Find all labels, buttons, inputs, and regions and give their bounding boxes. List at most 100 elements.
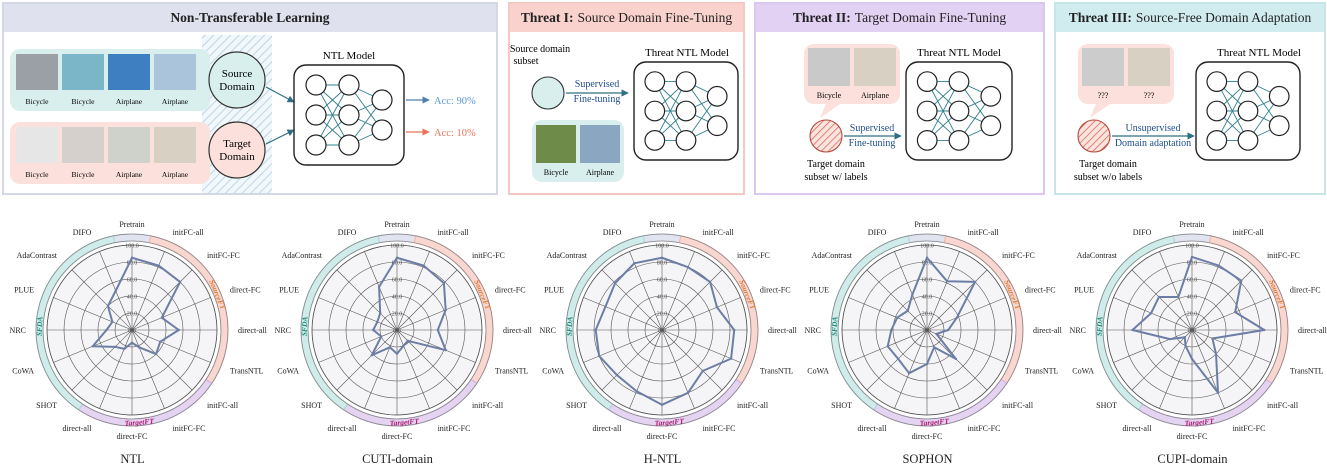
radar-point bbox=[130, 341, 134, 344]
svg-text:subset: subset bbox=[514, 56, 539, 67]
ntl-panel: Non-Transferable Learning Bicycle Bicycl… bbox=[2, 2, 498, 195]
acc-source-label: Acc: 90% bbox=[434, 96, 476, 107]
radar-point bbox=[105, 328, 108, 332]
target-subset-node bbox=[809, 119, 843, 153]
radar-axis-label: SHOT bbox=[1096, 401, 1117, 410]
radar-spoke bbox=[601, 329, 663, 391]
radar-tick-label: 80.0 bbox=[1187, 261, 1198, 267]
panel-title: Non-Transferable Learning bbox=[4, 4, 496, 32]
radar-axis-label: initFC-all bbox=[737, 401, 769, 410]
network-node bbox=[980, 85, 1002, 107]
radar-axis-label: NRC bbox=[10, 326, 26, 335]
network-node bbox=[305, 134, 327, 156]
radar-axis-label: direct-FC bbox=[1177, 432, 1208, 441]
radar-axis-label: initFC-FC bbox=[1267, 251, 1300, 260]
ntl-model-network bbox=[293, 64, 405, 166]
radar-axis-label: direct-FC bbox=[495, 285, 526, 294]
target-image-label: Bicycle bbox=[26, 170, 50, 179]
arrow-label: Unsupervised bbox=[1126, 123, 1181, 134]
radar-axis-label: TransNTL bbox=[495, 367, 529, 376]
radar-point bbox=[137, 346, 141, 349]
radar-axis-label: PLUE bbox=[14, 285, 34, 294]
network-node bbox=[948, 100, 970, 122]
radar-point bbox=[1217, 264, 1220, 267]
network-node bbox=[338, 134, 360, 156]
radar-axis-label: CoWA bbox=[277, 367, 299, 376]
radar-spoke bbox=[661, 329, 723, 391]
radar-axis-label: TransNTL bbox=[760, 367, 794, 376]
radar-axis-label: initFC-FC bbox=[472, 251, 505, 260]
radar-tick-label: 100.0 bbox=[920, 244, 934, 250]
radar-tick-label: 20.0 bbox=[1187, 312, 1198, 318]
radar-point bbox=[886, 345, 889, 348]
radar-axis-label: DIFO bbox=[73, 228, 92, 237]
radar-point bbox=[932, 346, 936, 349]
radar-spoke bbox=[866, 329, 928, 391]
radar-point bbox=[1216, 391, 1220, 395]
radar-axis-label: DIFO bbox=[1133, 228, 1152, 237]
radar-spoke bbox=[336, 269, 398, 331]
radar-axis-label: direct-FC bbox=[647, 432, 678, 441]
radar-tick-label: 100.0 bbox=[655, 244, 669, 250]
radar-spoke bbox=[866, 269, 928, 331]
radar-point bbox=[935, 332, 938, 336]
radar-point bbox=[895, 316, 899, 319]
radar-spoke bbox=[629, 251, 663, 331]
radar-spoke bbox=[318, 329, 398, 363]
radar-point bbox=[388, 346, 392, 349]
radar-axis-label: initFC-FC bbox=[207, 251, 240, 260]
radar-point bbox=[715, 306, 719, 309]
radar-point bbox=[945, 280, 949, 283]
radar-point bbox=[160, 316, 164, 319]
radar-point bbox=[906, 309, 909, 312]
radar-spoke bbox=[131, 329, 211, 363]
radar-axis-label: direct-FC bbox=[1290, 285, 1321, 294]
network-node bbox=[338, 104, 360, 126]
radar-chart: Pretrain initFC-all initFC-FC direct-FC dire… bbox=[10, 220, 268, 441]
radar-spoke bbox=[1159, 251, 1193, 331]
threat-model-label: Threat NTL Model bbox=[1217, 47, 1301, 59]
radar-axis-label: PLUE bbox=[279, 285, 299, 294]
radar-tick-label: 0.0 bbox=[1188, 329, 1196, 335]
radar-point bbox=[1157, 295, 1161, 299]
radar-point bbox=[660, 403, 664, 406]
radar-spoke bbox=[661, 251, 695, 331]
source-thumbnails bbox=[16, 54, 196, 90]
radar-point bbox=[925, 362, 929, 366]
radar-tick-label: 60.0 bbox=[1187, 278, 1198, 284]
target-subset-node bbox=[1077, 119, 1111, 153]
radar-spoke bbox=[364, 251, 398, 331]
svg-text:Domain: Domain bbox=[219, 151, 255, 163]
radar-point bbox=[1190, 357, 1194, 361]
radar-axis-label: Pretrain bbox=[119, 220, 144, 229]
network-node bbox=[1237, 129, 1259, 151]
radar-point bbox=[157, 264, 160, 267]
group-ring-segment bbox=[377, 233, 417, 244]
radar-point bbox=[106, 304, 110, 308]
radar-axis-label: CoWA bbox=[542, 367, 564, 376]
radar-axis-label: initFC-FC bbox=[438, 424, 471, 433]
threat1-diagram: Source domain subset Supervised Fine-tun… bbox=[510, 44, 739, 182]
radar-point bbox=[1184, 344, 1187, 347]
network-node bbox=[644, 71, 666, 92]
svg-text:Fine-tuning: Fine-tuning bbox=[849, 138, 896, 149]
radar-spoke bbox=[926, 329, 960, 409]
radar-point bbox=[444, 308, 447, 312]
network-node bbox=[305, 74, 327, 96]
radar-point bbox=[444, 348, 447, 352]
radar-point bbox=[159, 340, 162, 343]
network-node bbox=[1206, 100, 1228, 122]
threat-model-label: Threat NTL Model bbox=[645, 47, 729, 59]
radar-spoke bbox=[926, 297, 1006, 331]
radar-spoke bbox=[926, 251, 960, 331]
radar-point bbox=[114, 289, 117, 292]
radar-point bbox=[604, 305, 607, 308]
radar-axis-label: initFC-all bbox=[1233, 228, 1265, 237]
network-node bbox=[916, 71, 938, 92]
radar-spoke bbox=[396, 329, 476, 363]
image-label: Bicycle bbox=[817, 91, 842, 100]
radar-point bbox=[708, 280, 712, 284]
radar-spoke bbox=[1113, 297, 1193, 331]
arrow-label: Supervised bbox=[575, 79, 619, 90]
target-image-label: Bicycle bbox=[72, 170, 96, 179]
